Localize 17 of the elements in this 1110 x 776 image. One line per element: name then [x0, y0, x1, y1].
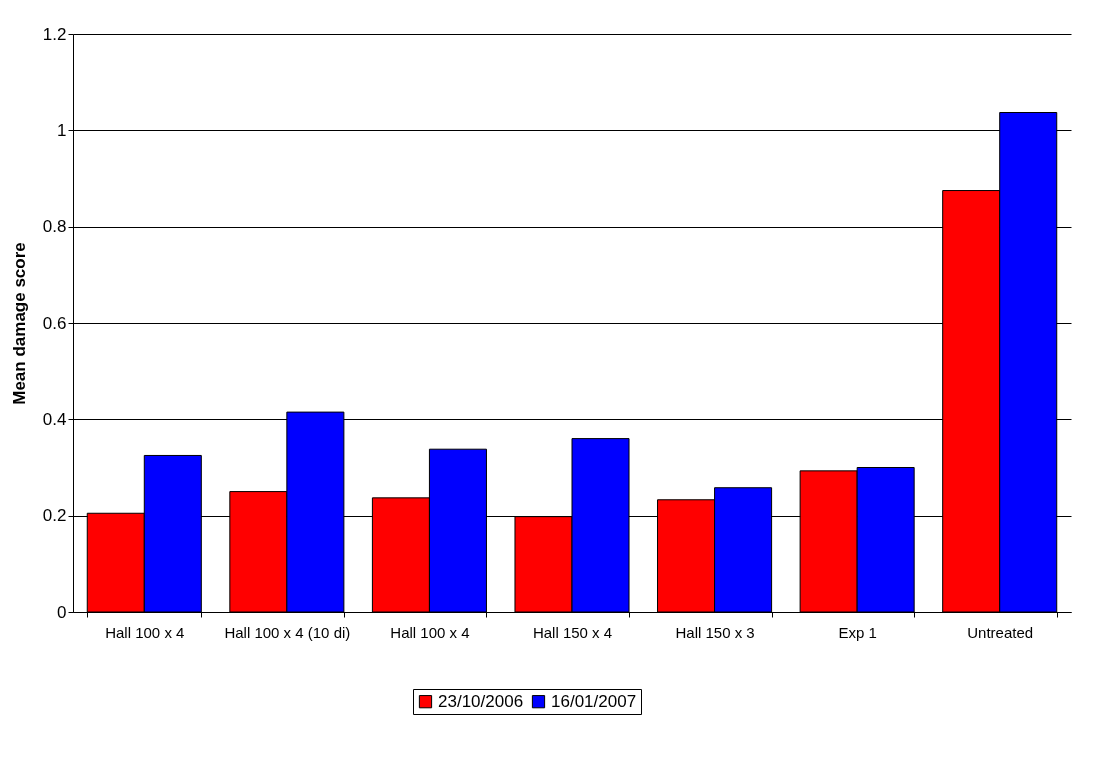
x-tick-label: Hall 150 x 4	[532, 623, 613, 641]
x-tick-label: Hall 100 x 4	[390, 623, 470, 641]
y-tick-label: 0.2	[42, 506, 67, 526]
y-tick-label: 0.4	[42, 409, 67, 429]
x-tick-label: Hall 100 x 4	[105, 623, 185, 641]
y-tick-label: 0.6	[42, 313, 67, 333]
x-tick-label: Hall 100 x 4 (10 di)	[224, 623, 351, 641]
y-tick-label: 0	[57, 602, 67, 622]
y-axis-title: Mean damage score	[9, 242, 29, 405]
y-tick-label: 0.8	[42, 217, 67, 237]
y-tick-label: 1	[57, 120, 67, 140]
legend-label: 23/10/2006	[438, 691, 524, 711]
x-tick-label: Exp 1	[838, 623, 877, 641]
legend-label: 16/01/2007	[551, 691, 637, 711]
x-tick-label: Untreated	[967, 623, 1034, 641]
y-tick-label: 1.2	[42, 24, 67, 44]
x-tick-label: Hall 150 x 3	[675, 623, 755, 641]
